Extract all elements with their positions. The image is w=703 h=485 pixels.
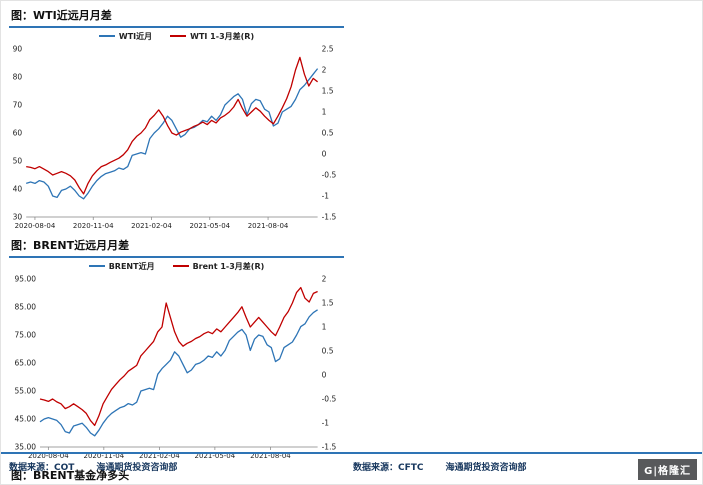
- gelonghui-logo: G|格隆汇: [638, 459, 697, 480]
- svg-text:0: 0: [322, 150, 327, 159]
- svg-text:-1.5: -1.5: [322, 443, 337, 452]
- footer: 数据来源：COT 海通期货投资咨询部 数据来源：CFTC 海通期货投资咨询部: [1, 460, 702, 473]
- chart-title-wti-spread: 图：WTI近远月月差: [9, 7, 344, 28]
- svg-text:2021-02-04: 2021-02-04: [131, 222, 172, 230]
- svg-text:1.5: 1.5: [322, 299, 334, 308]
- svg-text:65.00: 65.00: [15, 359, 37, 368]
- svg-text:1: 1: [322, 323, 327, 332]
- chart-canvas-brent-spread: 95.00 85.00 75.00 65.00 55.00 45.00 35.00 2 1.5 1…: [15, 275, 337, 461]
- svg-text:45.00: 45.00: [15, 415, 37, 424]
- chart-canvas-wti-spread: 90 80 70 60 50 40 30 2.5 2 1.5 1 0.5 0 -0.5 -1 -1.5 2020…: [13, 45, 337, 231]
- svg-text:40: 40: [13, 185, 23, 194]
- svg-text:1.5: 1.5: [322, 87, 334, 96]
- legend-item: Brent 1-3月差(R): [172, 261, 265, 272]
- svg-text:-1: -1: [322, 419, 330, 428]
- legend-item: WTI 1-3月差(R): [170, 31, 254, 42]
- svg-text:-1: -1: [322, 192, 330, 201]
- org-name-right: 海通期货投资咨询部: [445, 463, 527, 473]
- svg-text:-0.5: -0.5: [322, 395, 337, 404]
- legend-swatch: [170, 34, 187, 38]
- svg-text:2020-11-04: 2020-11-04: [84, 452, 125, 460]
- data-source-right: 数据来源：CFTC: [353, 463, 424, 473]
- legend-swatch: [98, 34, 115, 38]
- svg-text:2: 2: [322, 275, 327, 284]
- footer-right: 数据来源：CFTC 海通期货投资咨询部: [353, 460, 527, 473]
- legend-item: BRENT近月: [88, 261, 155, 272]
- legend-label: BRENT近月: [108, 261, 155, 271]
- legend-label: Brent 1-3月差(R): [192, 261, 265, 271]
- svg-text:0.5: 0.5: [322, 129, 334, 138]
- svg-text:2020-11-04: 2020-11-04: [73, 222, 114, 230]
- svg-text:-1.5: -1.5: [322, 213, 337, 222]
- svg-text:80: 80: [13, 73, 23, 82]
- chart-panel-brent-spread: 图：BRENT近远月月差 BRENT近月 Brent 1-3月差(R) 95.0…: [1, 231, 352, 461]
- legend-label: WTI近月: [118, 31, 153, 41]
- svg-text:95.00: 95.00: [15, 275, 37, 284]
- svg-text:60: 60: [13, 129, 23, 138]
- svg-text:-0.5: -0.5: [322, 171, 337, 180]
- chart-legend-wti-spread: WTI近月 WTI 1-3月差(R): [9, 28, 344, 44]
- chart-title-brent-spread: 图：BRENT近远月月差: [9, 237, 344, 258]
- svg-text:35.00: 35.00: [15, 443, 37, 452]
- svg-text:0: 0: [322, 371, 327, 380]
- svg-text:55.00: 55.00: [15, 387, 37, 396]
- chart-title-brent-netlongs: 图：BRENT基金净多头: [9, 467, 344, 484]
- svg-text:2.5: 2.5: [322, 45, 334, 54]
- org-name-left: 海通期货投资咨询部: [96, 463, 178, 473]
- chart-legend-brent-spread: BRENT近月 Brent 1-3月差(R): [9, 258, 344, 274]
- legend-swatch: [172, 264, 189, 268]
- svg-text:2021-05-04: 2021-05-04: [189, 222, 230, 230]
- footer-divider: [1, 452, 702, 454]
- svg-text:2021-08-04: 2021-08-04: [248, 222, 289, 230]
- svg-text:2021-08-04: 2021-08-04: [250, 452, 291, 460]
- svg-text:2020-08-04: 2020-08-04: [15, 222, 56, 230]
- footer-left: 数据来源：COT 海通期货投资咨询部: [9, 460, 353, 473]
- svg-text:2: 2: [322, 66, 327, 75]
- svg-text:50: 50: [13, 157, 23, 166]
- svg-text:2021-05-04: 2021-05-04: [195, 452, 236, 460]
- svg-text:75.00: 75.00: [15, 331, 37, 340]
- svg-text:0.5: 0.5: [322, 347, 334, 356]
- data-source-left: 数据来源：COT: [9, 463, 75, 473]
- svg-text:2021-02-04: 2021-02-04: [139, 452, 180, 460]
- svg-text:70: 70: [13, 101, 23, 110]
- chart-panel-wti-spread: 图：WTI近远月月差 WTI近月 WTI 1-3月差(R) 90 80 70 60 50…: [1, 1, 352, 231]
- svg-text:1: 1: [322, 108, 327, 117]
- svg-text:30: 30: [13, 213, 23, 222]
- svg-text:90: 90: [13, 45, 23, 54]
- legend-label: WTI 1-3月差(R): [190, 31, 255, 41]
- svg-text:2020-08-04: 2020-08-04: [28, 452, 69, 460]
- chart-panel-brent-netlongs: 图：BRENT基金净多头 基金净多头(R) BRENT 500,000450,0…: [1, 461, 352, 484]
- legend-item: WTI近月: [98, 31, 153, 42]
- svg-text:85.00: 85.00: [15, 303, 37, 312]
- legend-swatch: [88, 264, 105, 268]
